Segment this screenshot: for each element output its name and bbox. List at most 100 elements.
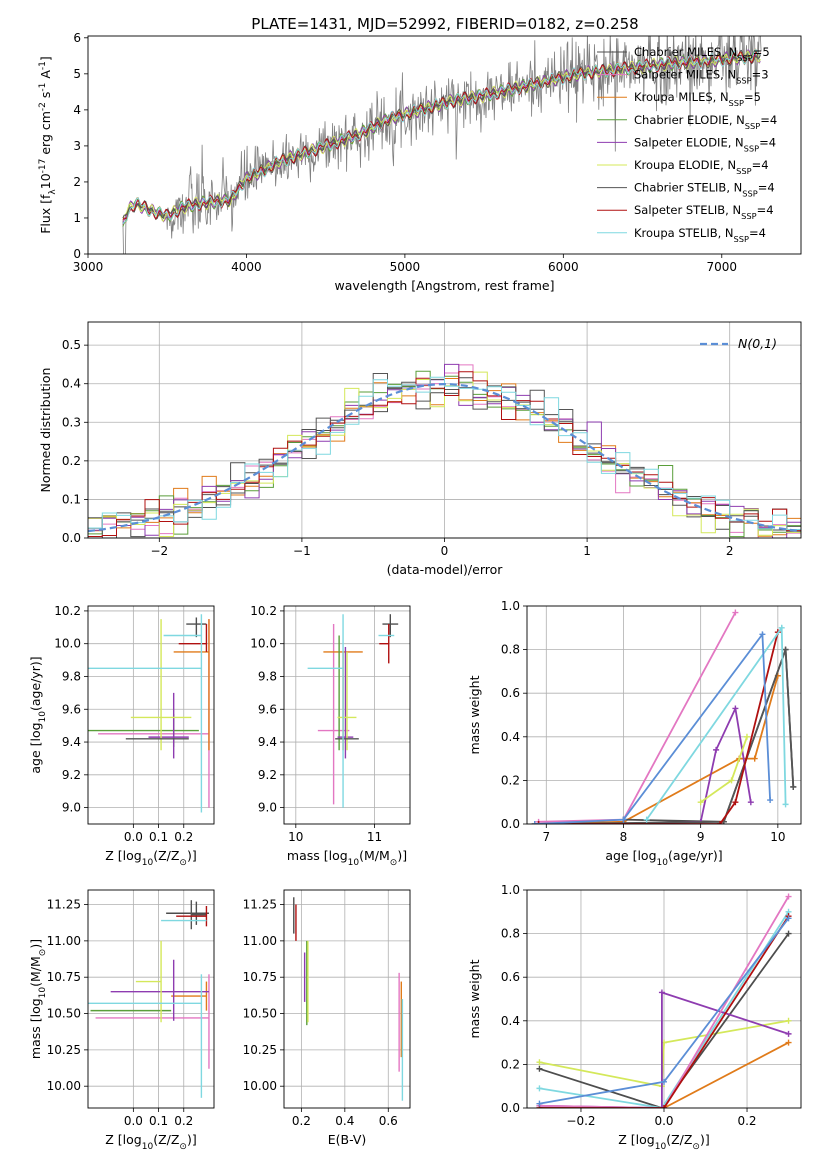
x-tick-label: 9 bbox=[697, 830, 705, 844]
legend-label: Chabrier ELODIE, NSSP=4 bbox=[634, 113, 777, 131]
legend-label: Chabrier MILES, NSSP=5 bbox=[634, 45, 770, 63]
y-tick-label: 11.25 bbox=[47, 898, 81, 912]
x-tick-label: 7 bbox=[542, 830, 550, 844]
errorbar-point-krou_stelib bbox=[88, 974, 203, 1098]
legend-label: Kroupa STELIB, NSSP=4 bbox=[634, 226, 766, 244]
plot-area bbox=[122, 36, 762, 254]
x-tick-label: 3000 bbox=[73, 260, 104, 274]
y-axis-label: mass weight bbox=[467, 675, 482, 754]
y-tick-label: 11.00 bbox=[243, 934, 277, 948]
errorbar-point-krou_elodie bbox=[135, 940, 162, 1023]
y-tick-label: 0.1 bbox=[62, 492, 81, 506]
weight-marker bbox=[732, 705, 739, 712]
panel-age_vs_mass: 10 11 9.0 9.2 9.4 9.6 9.8 10.0 10.2 mass [log10(M… bbox=[250, 604, 411, 868]
y-tick-label: 1.0 bbox=[501, 883, 520, 897]
histogram-salp_elodie bbox=[88, 363, 801, 538]
weight-line-chab_stelib bbox=[538, 649, 795, 824]
x-tick-label: 0.6 bbox=[379, 1114, 398, 1128]
y-tick-label: 10.00 bbox=[47, 1079, 81, 1093]
x-tick-label: 7000 bbox=[707, 260, 738, 274]
y-axis-label: Flux [fλ10-17 erg cm-2 s-1 A-1] bbox=[38, 56, 58, 234]
x-tick-label: 6000 bbox=[548, 260, 579, 274]
y-tick-label: 10.2 bbox=[54, 604, 81, 618]
axes-frame bbox=[526, 605, 802, 825]
y-tick-label: 1.0 bbox=[501, 599, 520, 613]
x-tick-label: 5000 bbox=[390, 260, 421, 274]
y-tick-label: 10.75 bbox=[47, 970, 81, 984]
y-tick-label: 9.6 bbox=[62, 702, 81, 716]
x-tick-label: 10 bbox=[770, 830, 785, 844]
x-axis-label: E(B-V) bbox=[328, 1132, 367, 1147]
legend-label: Chabrier STELIB, NSSP=4 bbox=[634, 181, 775, 199]
y-tick-label: 10.0 bbox=[250, 637, 277, 651]
plot-area bbox=[88, 614, 210, 813]
axes-frame bbox=[87, 35, 802, 255]
errorbar-point-salp_stelib bbox=[178, 624, 208, 652]
y-tick-label: 0.6 bbox=[501, 970, 520, 984]
x-tick-label: 0.2 bbox=[737, 1114, 756, 1128]
y-tick-label: 1 bbox=[73, 211, 81, 225]
legend-label: Kroupa MILES, NSSP=5 bbox=[634, 90, 761, 108]
histogram-krou_elodie bbox=[88, 371, 801, 537]
weight-marker bbox=[767, 797, 774, 804]
y-tick-label: 0.2 bbox=[62, 454, 81, 468]
weight-marker bbox=[536, 1065, 543, 1072]
y-tick-label: 0.2 bbox=[501, 773, 520, 787]
y-tick-label: 11.25 bbox=[243, 898, 277, 912]
model-line-salp_stelib bbox=[122, 51, 761, 221]
panel-mass_weight_vs_age: 7 8 9 10 0.0 0.2 0.4 0.6 0.8 1.0 age [log10(age/yr… bbox=[467, 599, 802, 868]
axes-frame bbox=[283, 605, 411, 825]
legend-label: N(0,1) bbox=[738, 336, 777, 351]
y-tick-label: 0 bbox=[73, 247, 81, 261]
x-tick-label: 10 bbox=[288, 830, 303, 844]
y-tick-label: 0.0 bbox=[501, 817, 520, 831]
weight-marker bbox=[536, 1085, 543, 1092]
weight-marker bbox=[785, 893, 792, 900]
x-tick-label: 4000 bbox=[231, 260, 262, 274]
histogram-krou_stelib bbox=[88, 376, 801, 530]
errorbar-point-chab_miles bbox=[166, 901, 209, 925]
errorbar-point-chab_miles bbox=[186, 617, 207, 638]
weight-marker bbox=[661, 1105, 667, 1108]
weight-marker bbox=[785, 1017, 792, 1024]
x-axis-label: Z [log10(Z/Z⊙)] bbox=[618, 1132, 709, 1152]
y-tick-label: 9.0 bbox=[62, 801, 81, 815]
y-axis-label: mass weight bbox=[467, 959, 482, 1038]
weight-line-salp_stelib bbox=[538, 631, 779, 824]
weight-marker bbox=[747, 799, 754, 806]
weight-marker bbox=[620, 816, 627, 823]
x-tick-label: 11 bbox=[367, 830, 382, 844]
weight-marker bbox=[785, 915, 792, 922]
weight-line-krou_miles2 bbox=[534, 631, 771, 824]
weight-marker bbox=[785, 1039, 792, 1046]
x-tick-label: 0.4 bbox=[335, 1114, 354, 1128]
x-tick-label: 0.1 bbox=[149, 1114, 168, 1128]
legend-label: Salpeter STELIB, NSSP=4 bbox=[634, 203, 774, 221]
y-tick-label: 0.0 bbox=[501, 1101, 520, 1115]
y-tick-label: 10.00 bbox=[243, 1079, 277, 1093]
y-tick-label: 10.75 bbox=[243, 970, 277, 984]
panel-age_vs_Z: 0.0 0.1 0.2 9.0 9.2 9.4 9.6 9.8 10.0 10.2 Z [log10… bbox=[28, 604, 215, 868]
model-line-krou_stelib bbox=[122, 48, 761, 225]
weight-line-krou_elodie bbox=[539, 1019, 789, 1088]
axes-frame bbox=[283, 889, 411, 1109]
errorbar-point-salp_elodie bbox=[148, 692, 189, 759]
model-line-salp_elodie bbox=[122, 49, 761, 225]
errorbar-point-krou_elodie bbox=[130, 619, 192, 751]
x-tick-label: 0.0 bbox=[124, 830, 143, 844]
weight-marker bbox=[743, 733, 750, 740]
x-tick-label: 0.0 bbox=[124, 1114, 143, 1128]
y-tick-label: 9.8 bbox=[62, 669, 81, 683]
weight-marker bbox=[759, 631, 766, 638]
x-tick-label: −0.2 bbox=[566, 1114, 595, 1128]
weight-marker bbox=[658, 989, 665, 996]
weight-line-krou_stelib bbox=[539, 911, 790, 1108]
x-tick-label: 0.1 bbox=[149, 830, 168, 844]
gaussian-reference-line bbox=[88, 382, 801, 533]
y-tick-label: 5 bbox=[73, 67, 81, 81]
x-tick-label: 0.0 bbox=[654, 1114, 673, 1128]
errorbar-point-chab_stelib bbox=[190, 900, 207, 930]
y-tick-label: 0.8 bbox=[501, 927, 520, 941]
x-tick-label: 2 bbox=[726, 544, 734, 558]
